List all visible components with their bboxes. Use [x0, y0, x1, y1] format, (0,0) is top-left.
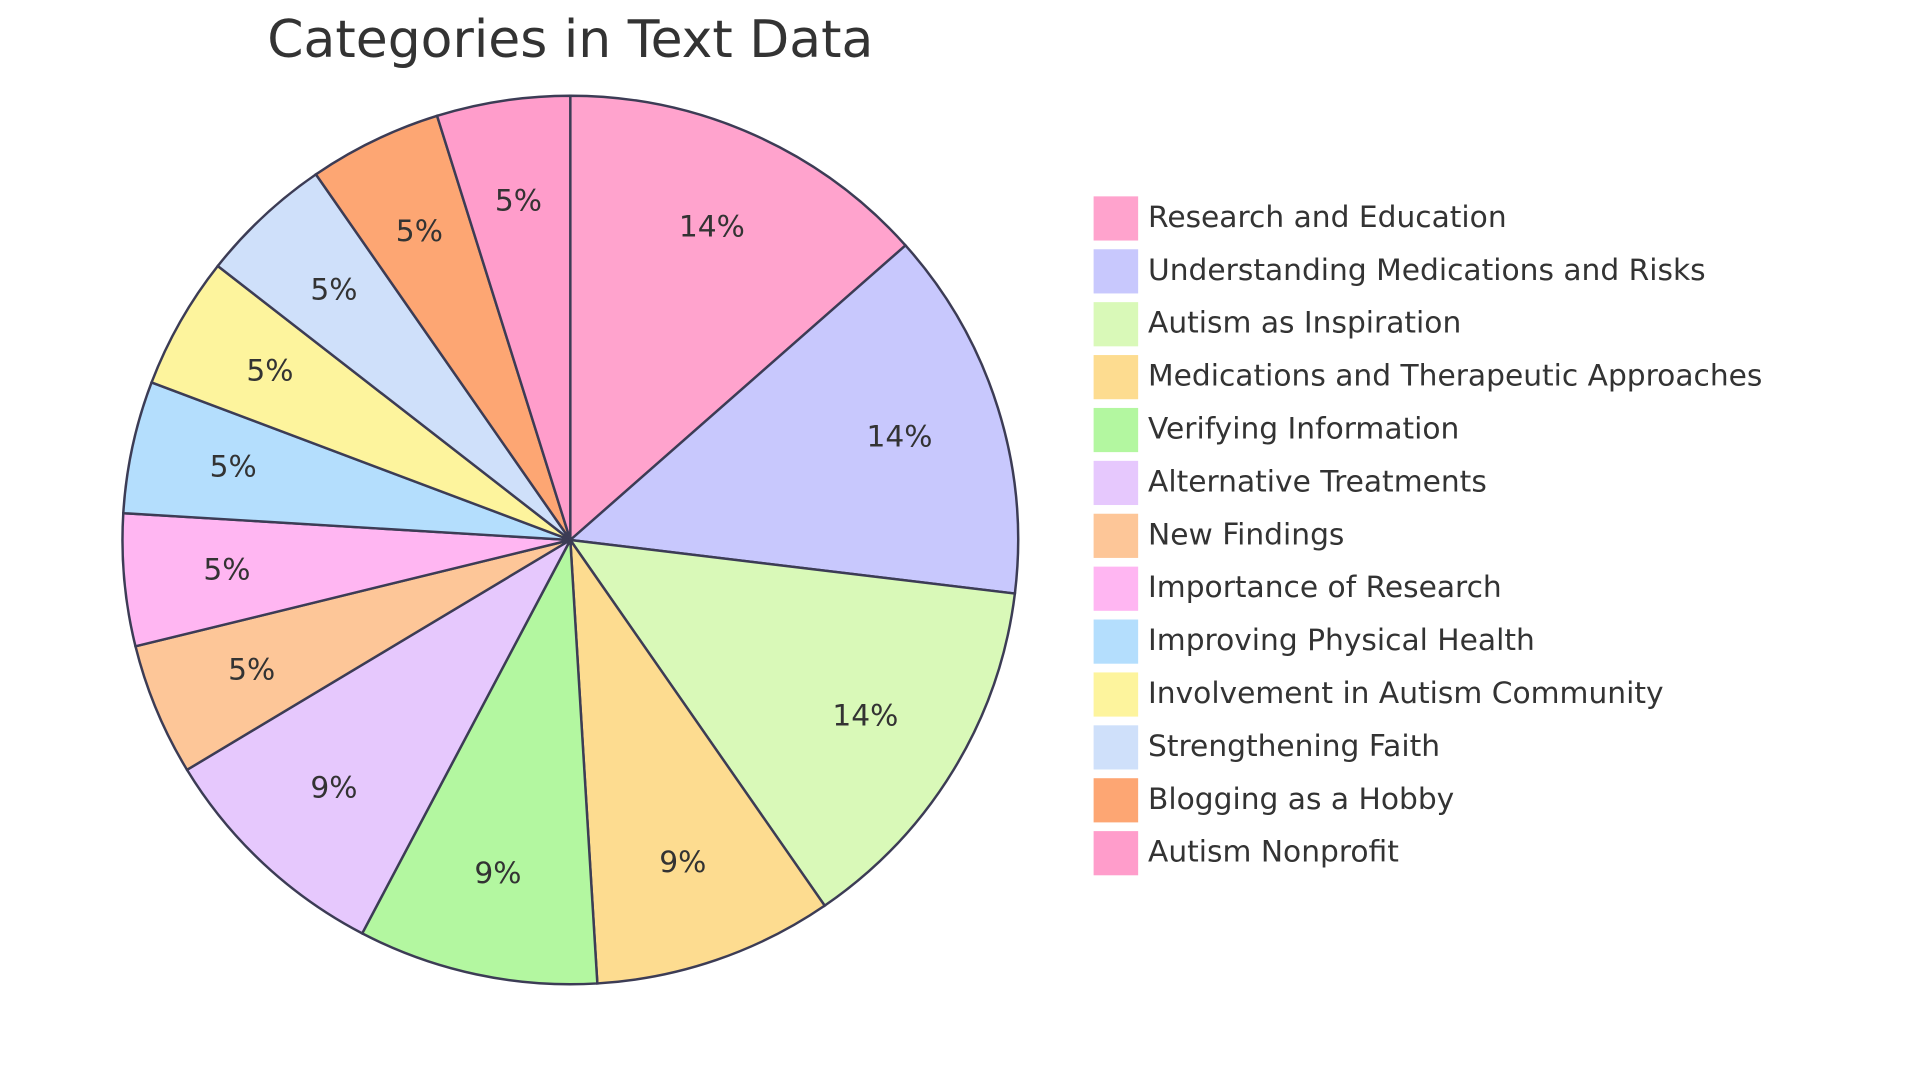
legend-swatch [1093, 725, 1139, 770]
slice-label: 14% [679, 210, 745, 244]
slice-label: 5% [203, 553, 250, 587]
pie-slice [569, 94, 908, 543]
legend-label: Autism Nonprofit [1148, 835, 1399, 869]
pie-slice [435, 94, 572, 541]
legend-label: New Findings [1148, 517, 1344, 551]
legend-swatch [1093, 196, 1139, 241]
slice-label: 9% [474, 856, 521, 890]
pie-slice [568, 535, 827, 985]
legend-label: Alternative Treatments [1148, 465, 1487, 499]
legend-label: Verifying Information [1148, 412, 1459, 446]
pie-slice [567, 538, 1017, 908]
legend-swatch [1093, 513, 1139, 558]
legend-label: Blogging as a Hobby [1148, 782, 1454, 816]
slice-label: 9% [659, 845, 706, 879]
slice-label: 14% [832, 699, 898, 733]
slice-label: 5% [246, 354, 293, 388]
legend-swatch [1093, 249, 1139, 294]
pie-slice [567, 243, 1020, 595]
legend-label: Involvement in Autism Community [1148, 676, 1663, 710]
slice-label: 5% [310, 272, 357, 306]
slice-label: 5% [210, 450, 257, 484]
slice-label: 5% [228, 652, 275, 686]
legend-label: Importance of Research [1148, 570, 1502, 604]
legend-label: Understanding Medications and Risks [1148, 253, 1706, 287]
legend-swatch [1093, 460, 1139, 506]
slice-label: 5% [396, 214, 443, 248]
legend-label: Strengthening Faith [1148, 729, 1440, 763]
legend-swatch [1093, 302, 1139, 347]
chart-title: Categories in Text Data [267, 10, 873, 70]
legend-swatch [1093, 619, 1139, 664]
pie-slice [360, 535, 599, 986]
slice-label: 14% [867, 420, 933, 454]
legend-label: Autism as Inspiration [1148, 306, 1461, 340]
legend-swatch [1093, 778, 1139, 823]
legend-swatch [1093, 407, 1139, 453]
legend-swatch [1093, 566, 1139, 611]
legend-label: Research and Education [1148, 200, 1507, 234]
legend-swatch [1093, 672, 1139, 717]
slice-label: 5% [495, 183, 542, 217]
legend-swatch [1093, 355, 1139, 400]
legend-swatch [1093, 831, 1139, 876]
legend-label: Improving Physical Health [1148, 623, 1535, 657]
pie-slice [185, 536, 574, 936]
slice-label: 9% [310, 771, 357, 805]
legend-label: Medications and Therapeutic Approaches [1148, 359, 1762, 393]
